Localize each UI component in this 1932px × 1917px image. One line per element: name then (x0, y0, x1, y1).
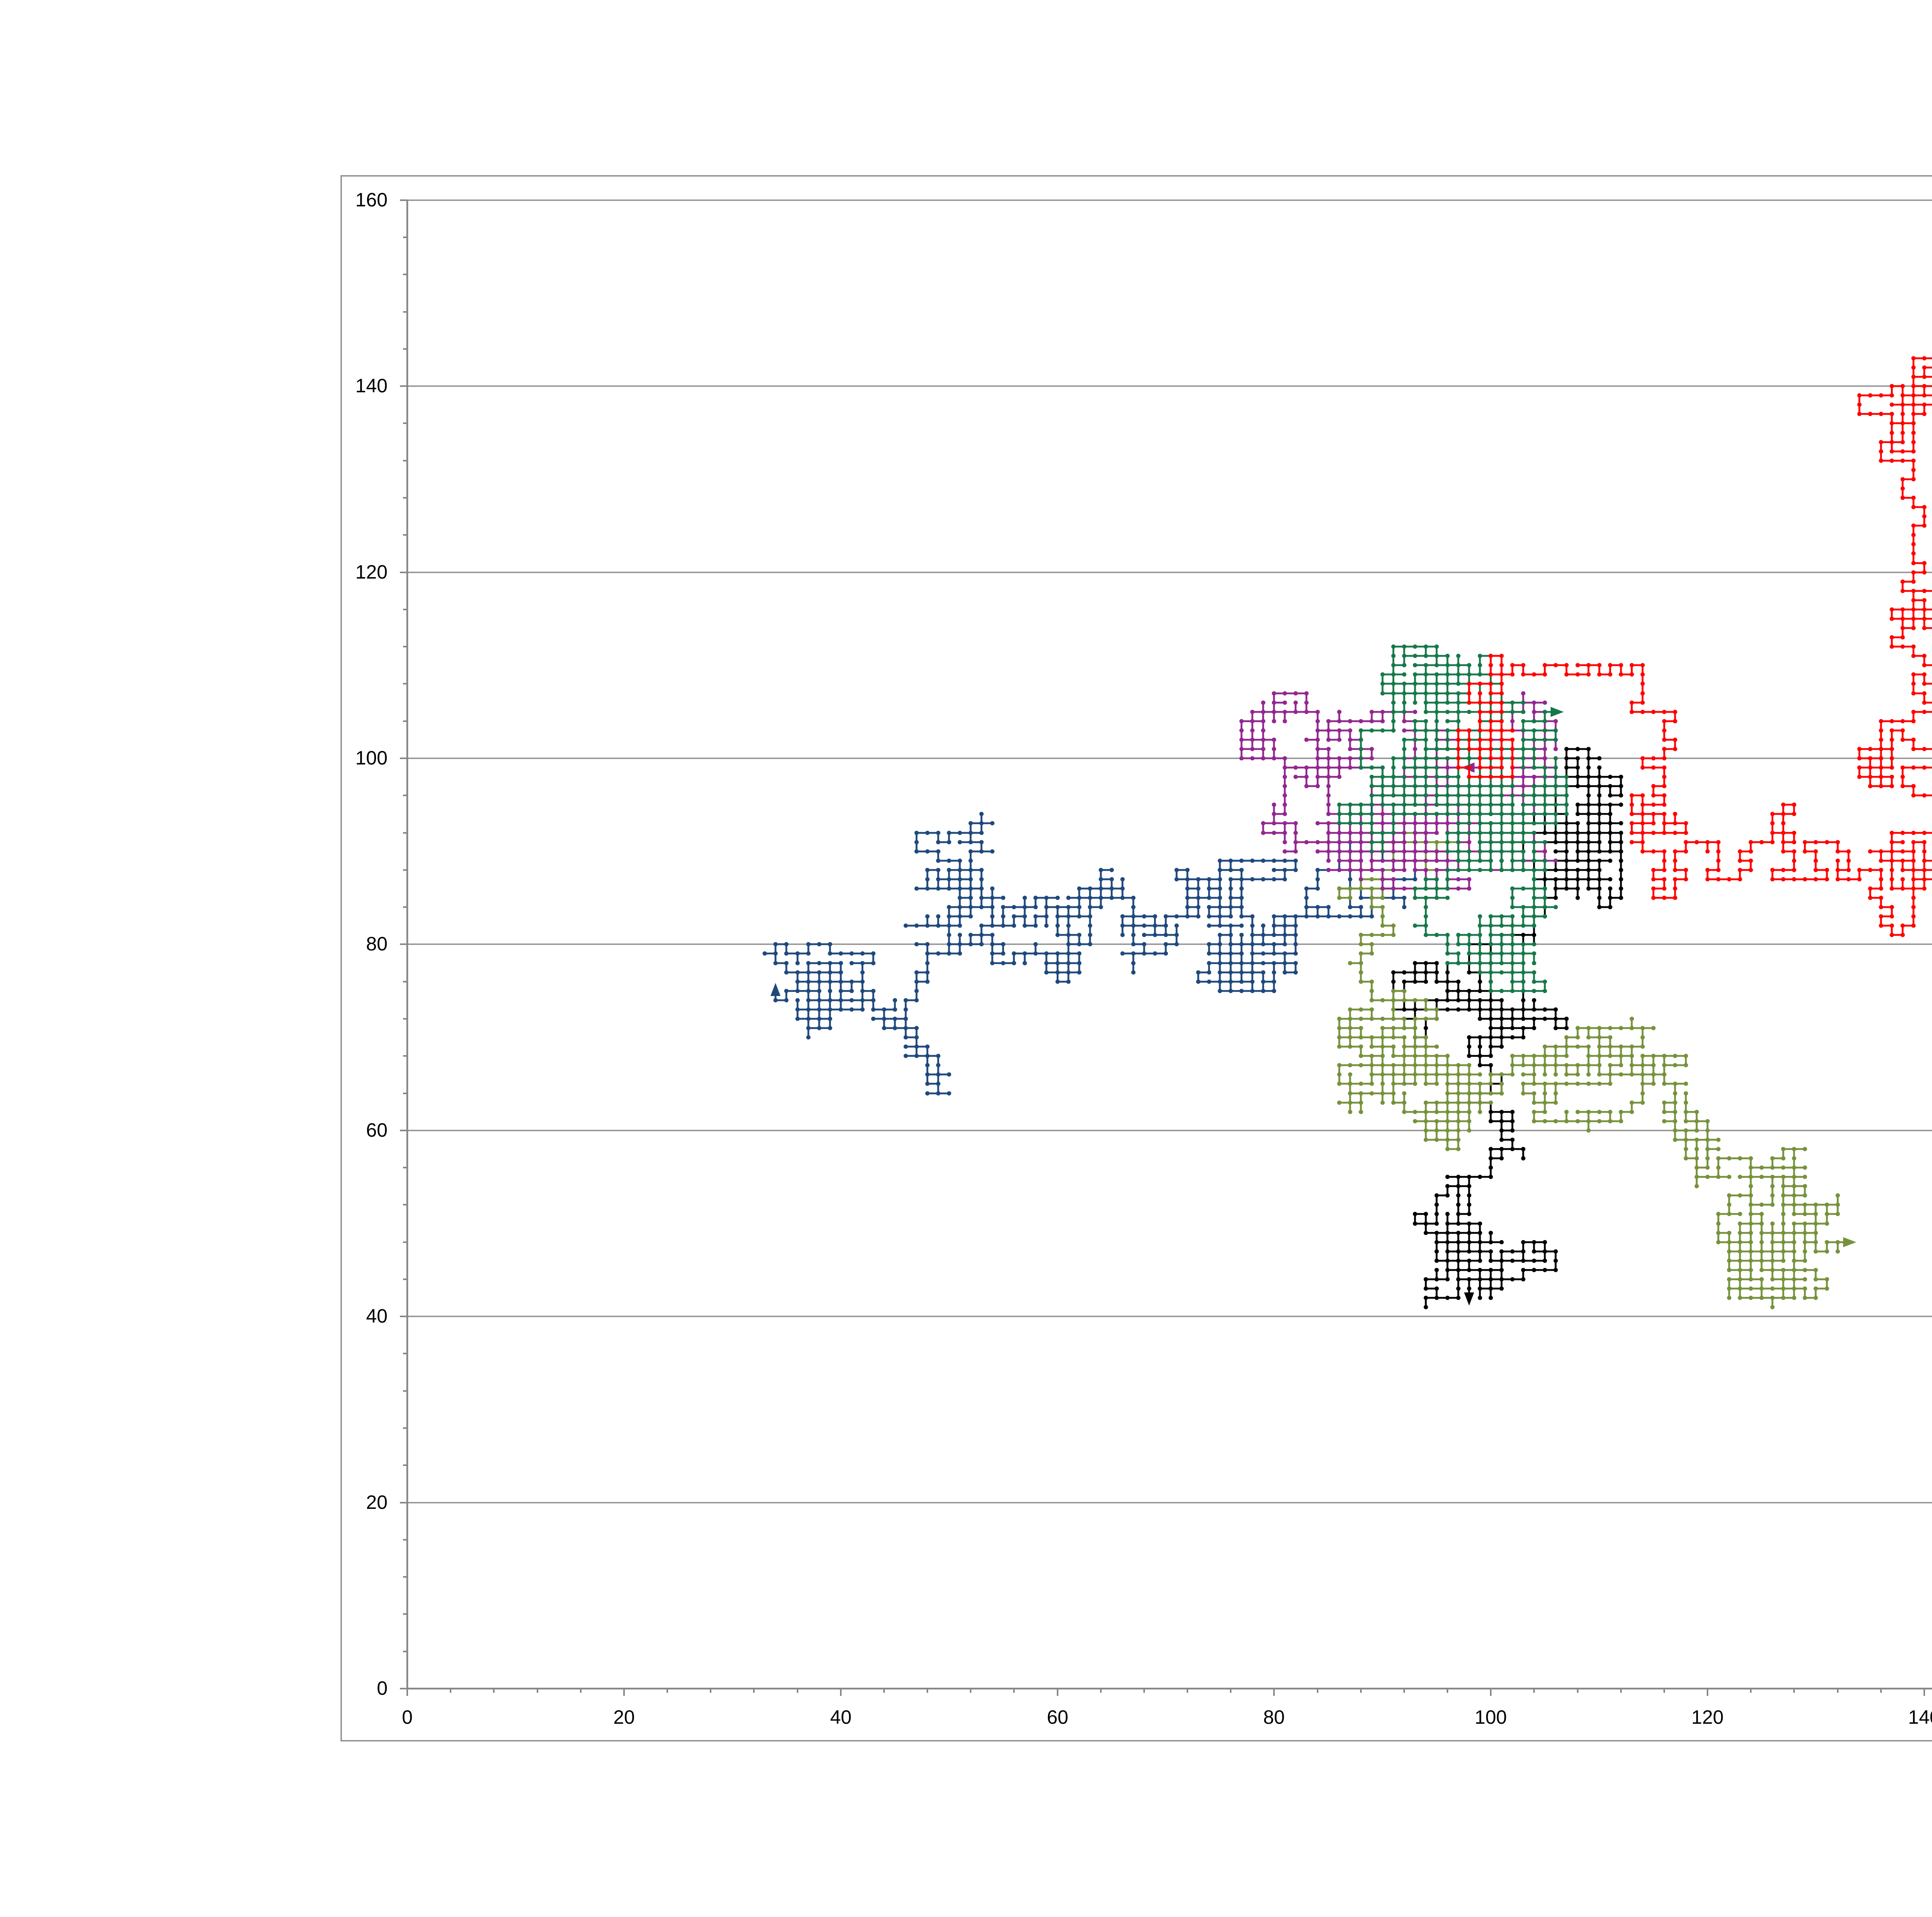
svg-text:20: 20 (613, 1706, 635, 1728)
svg-text:60: 60 (366, 1119, 388, 1141)
svg-text:40: 40 (830, 1706, 852, 1728)
svg-text:160: 160 (355, 189, 388, 211)
svg-text:40: 40 (366, 1305, 388, 1327)
svg-text:140: 140 (355, 375, 388, 397)
svg-text:100: 100 (355, 747, 388, 769)
svg-text:0: 0 (377, 1677, 388, 1699)
svg-text:120: 120 (1691, 1706, 1723, 1728)
svg-text:100: 100 (1475, 1706, 1507, 1728)
svg-text:120: 120 (355, 561, 388, 583)
svg-text:20: 20 (366, 1491, 388, 1513)
svg-text:140: 140 (1908, 1706, 1932, 1728)
svg-text:60: 60 (1047, 1706, 1068, 1728)
svg-text:80: 80 (366, 933, 388, 955)
svg-text:0: 0 (402, 1706, 413, 1728)
svg-text:80: 80 (1263, 1706, 1285, 1728)
